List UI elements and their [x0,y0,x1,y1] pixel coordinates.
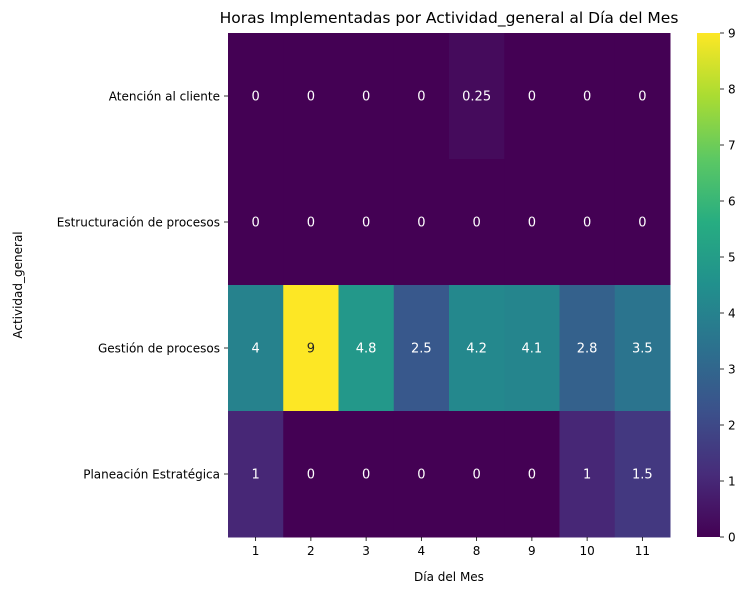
heatmap-cell [393,285,450,412]
x-axis-ticks: 1 2 3 4 8 9 10 11 [252,537,650,558]
colorbar-tick-label: 4 [728,307,736,321]
cell-value-label: 4.2 [466,342,487,357]
heatmap-cell [338,33,395,160]
colorbar-tick-label: 3 [728,363,736,377]
heatmap-cell [614,411,671,538]
cell-value-label: 0 [583,216,591,231]
cell-value-label: 1 [583,468,591,483]
cell-value-label: 0 [307,90,315,105]
x-tick-label: 10 [579,544,594,558]
cell-value-label: 1 [251,468,259,483]
heatmap-cell [338,285,395,412]
cell-value-label: 2.8 [577,342,598,357]
cell-value-label: 0 [417,90,425,105]
cell-value-label: 4 [251,342,259,357]
heatmap-cell [283,411,339,538]
heatmap-cell [504,285,560,412]
heatmap-cell [449,33,505,160]
cell-value-label: 0 [638,90,646,105]
heatmap-cell [228,159,284,286]
cell-value-label: 4.8 [356,342,377,357]
heatmap-cell [338,159,395,286]
cell-value-label: 0 [362,468,370,483]
colorbar-ticks: 0 1 2 3 4 5 6 7 8 9 [720,27,736,545]
cell-value-label: 0.25 [462,90,491,105]
heatmap-cell [393,411,450,538]
heatmap-cell [559,33,616,160]
colorbar-tick-label: 0 [728,531,736,545]
cell-value-label: 2.5 [411,342,432,357]
y-tick-label: Planeación Estratégica [83,468,220,482]
heatmap-cell [559,159,616,286]
cell-value-label: 4.1 [522,342,543,357]
heatmap-cell [393,159,450,286]
cell-value-label: 0 [307,216,315,231]
heatmap-cell [614,159,671,286]
heatmap-cell [338,411,395,538]
x-tick-label: 11 [635,544,650,558]
cell-value-label: 0 [528,216,536,231]
heatmap-cell [504,411,560,538]
x-tick-label: 4 [418,544,426,558]
x-tick-label: 2 [307,544,315,558]
cell-value-label: 0 [638,216,646,231]
heatmap-cell [559,285,616,412]
heatmap-cell [449,285,505,412]
x-tick-label: 1 [252,544,260,558]
colorbar [697,33,720,537]
heatmap-cell [283,285,339,412]
heatmap-cell [228,285,284,412]
cell-value-label: 0 [251,90,259,105]
cell-value-label: 1.5 [632,468,653,483]
x-tick-label: 8 [473,544,481,558]
heatmap-cell [614,33,671,160]
x-axis-label: Día del Mes [414,570,484,584]
chart-title: Horas Implementadas por Actividad_genera… [220,9,679,28]
colorbar-gradient [697,33,720,537]
cell-value-label: 0 [362,90,370,105]
colorbar-tick-label: 8 [728,83,736,97]
cell-value-label: 3.5 [632,342,653,357]
y-axis-ticks: Atención al cliente Estructuración de pro… [57,90,228,482]
cell-value-label: 0 [472,216,480,231]
cell-value-label: 9 [307,342,315,357]
y-axis-label: Actividad_general [11,231,25,338]
y-tick-label: Atención al cliente [109,90,220,104]
cell-value-label: 0 [528,468,536,483]
heatmap-cell [228,33,284,160]
x-tick-label: 3 [362,544,370,558]
cell-value-label: 0 [472,468,480,483]
cell-value-label: 0 [307,468,315,483]
cell-value-label: 0 [417,468,425,483]
colorbar-tick-label: 6 [728,195,736,209]
heatmap-cell [559,411,616,538]
colorbar-tick-label: 5 [728,251,736,265]
heatmap-cell [614,285,671,412]
cell-annotations: 0 0 0 0 0.25 0 0 0 0 0 0 0 0 0 0 0 4 9 4.8 2.5 4.2 4.1 2.8 3.5 1… [251,90,652,483]
y-tick-label: Estructuración de procesos [57,216,220,230]
cell-value-label: 0 [362,216,370,231]
heatmap-cell [228,411,284,538]
cell-value-label: 0 [583,90,591,105]
colorbar-tick-label: 1 [728,475,736,489]
heatmap-cell [504,159,560,286]
x-tick-label: 9 [528,544,536,558]
heatmap-cell [283,33,339,160]
heatmap-cell [449,411,505,538]
cell-value-label: 0 [251,216,259,231]
cell-value-label: 0 [528,90,536,105]
colorbar-tick-label: 2 [728,419,736,433]
cell-value-label: 0 [417,216,425,231]
heatmap-cell [283,159,339,286]
colorbar-tick-label: 7 [728,139,736,153]
heatmap-cell [449,159,505,286]
colorbar-tick-label: 9 [728,27,736,41]
heatmap-cells [228,33,671,538]
heatmap-cell [393,33,450,160]
heatmap-cell [504,33,560,160]
y-tick-label: Gestión de procesos [98,342,220,356]
